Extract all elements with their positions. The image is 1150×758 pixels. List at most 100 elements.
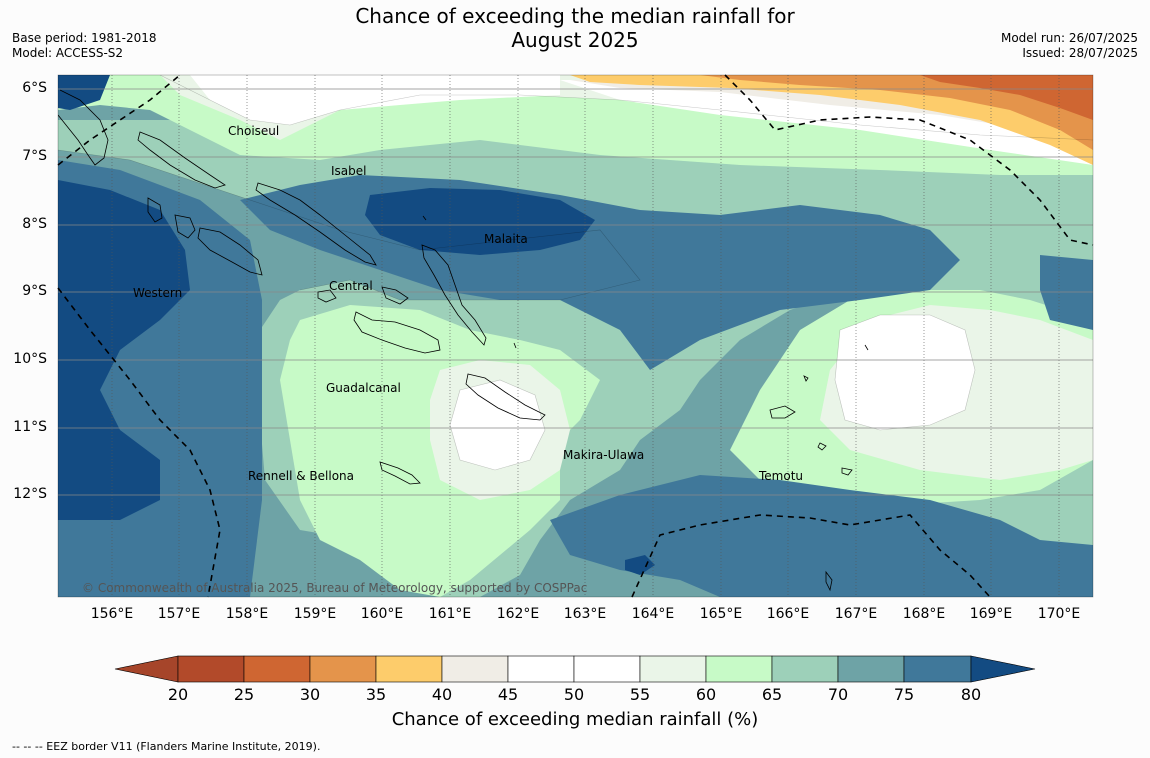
coastline-florida-islands [317,286,409,305]
colorbar-tick-20: 20 [167,685,189,704]
lon-label-159e: 159°E [293,606,337,622]
colorbar-tick-45: 45 [497,685,519,704]
lon-label-160e: 160°E [360,606,404,622]
colorbar-bin-40-45 [441,655,509,683]
colorbar-bin-55-60 [639,655,707,683]
colorbar-title: Chance of exceeding median rainfall (%) [391,709,759,730]
colorbar-tick-35: 35 [365,685,387,704]
contour-line [58,149,641,301]
lat-label-9s: 9°S [22,283,47,299]
colorbar-bin-65-70 [771,655,839,683]
probability-field [58,75,1093,597]
lon-label-166e: 166°E [766,606,810,622]
colorbar-bin-70-75 [837,655,905,683]
coastline-bougainville [58,89,109,166]
coastline-malaita [421,244,487,346]
province-label-western: Western [133,286,183,300]
field-above-80-north [365,188,595,255]
colorbar-tick-50: 50 [563,685,585,704]
copyright-notice: © Commonwealth of Australia 2025, Bureau… [82,581,588,595]
title-line-2: August 2025 [511,28,639,52]
coastline-makira [465,373,546,421]
province-label-makira-ulawa: Makira-Ulawa [563,448,645,462]
lon-label-157e: 157°E [157,606,201,622]
lon-label-169e: 169°E [969,606,1013,622]
coastline-guadalcanal [353,311,441,354]
lon-label-162e: 162°E [496,606,540,622]
field-25-30 [920,75,1093,120]
eez-border-northwest [57,74,181,166]
colorbar-tick-40: 40 [431,685,453,704]
issued-date: Issued: 28/07/2025 [1022,46,1138,60]
eez-border-northeast [724,74,1094,246]
coastline-new-georgia [147,197,263,276]
province-label-rennell-bellona: Rennell & Bellona [248,469,355,483]
eez-border-note: -- -- -- EEZ border V11 (Flanders Marine… [12,740,321,753]
model-run: Model run: 26/07/2025 [1000,31,1138,45]
colorbar-tick-70: 70 [827,685,849,704]
colorbar-bin-75-80 [903,655,972,683]
colorbar-tick-80: 80 [960,685,982,704]
lat-label-6s: 6°S [22,80,47,96]
lat-label-8s: 8°S [22,216,47,232]
lon-label-168e: 168°E [902,606,946,622]
colorbar [114,655,1036,683]
colorbar-tick-65: 65 [761,685,783,704]
colorbar-tick-30: 30 [299,685,321,704]
base-period: Base period: 1981-2018 [12,31,157,45]
title-line-1: Chance of exceeding the median rainfall … [355,4,795,28]
field-above-80-small [625,555,655,575]
model-name: Model: ACCESS-S2 [12,46,124,60]
lon-label-158e: 158°E [225,606,269,622]
meta-left: Base period: 1981-2018 Model: ACCESS-S2 [12,31,157,61]
field-75-80-east [1040,255,1093,330]
coastline-santa-isabel [255,182,377,266]
eez-border-west [57,287,221,598]
field-above-80-west [58,180,190,520]
colorbar-tick-60: 60 [695,685,717,704]
colorbar-tick-75: 75 [893,685,915,704]
field-75-80-south [550,475,1093,597]
colorbar-below-arrow [114,655,179,683]
lat-label-10s: 10°S [13,351,47,367]
eez-borders [57,74,1094,598]
coastline-santa-cruz [769,405,853,476]
coastline-small-islets [422,215,869,592]
colorbar-bin-25-30 [243,655,311,683]
contour-line [834,314,976,431]
colorbar-tick-25: 25 [233,685,255,704]
lon-label-165e: 165°E [699,606,743,622]
lat-label-12s: 12°S [13,486,47,502]
field-45-55 [190,75,560,125]
province-label-central: Central [329,279,373,293]
lat-label-11s: 11°S [13,419,47,435]
province-label-choiseul: Choiseul [228,124,280,138]
parallels [58,88,1093,496]
map-title: Chance of exceeding the median rainfall … [0,4,1150,52]
province-label-isabel: Isabel [331,164,367,178]
coastline-choiseul [137,131,226,189]
lat-label-7s: 7°S [22,148,47,164]
eez-border-south [631,514,991,598]
graticule [111,75,1060,597]
meta-right: Model run: 26/07/2025 Issued: 28/07/2025 [1001,31,1138,61]
contour-lines [58,75,1093,471]
field-30-35 [700,75,1093,150]
lon-label-164e: 164°E [631,606,675,622]
lon-label-163e: 163°E [563,606,607,622]
contour-line [449,379,546,471]
lon-label-156e: 156°E [90,606,134,622]
field-above-80-nw [58,75,110,110]
field-45-55-east [835,315,975,430]
colorbar-bin-35-40 [375,655,443,683]
province-label-malaita: Malaita [484,232,528,246]
lon-label-161e: 161°E [428,606,472,622]
province-label-guadalcanal: Guadalcanal [326,381,401,395]
colorbar-tick-55: 55 [629,685,651,704]
colorbar-above-arrow [970,655,1036,683]
lon-label-170e: 170°E [1037,606,1081,622]
province-label-temotu: Temotu [759,469,804,483]
coastlines [58,89,869,592]
colorbar-bin-45-50 [507,655,575,683]
